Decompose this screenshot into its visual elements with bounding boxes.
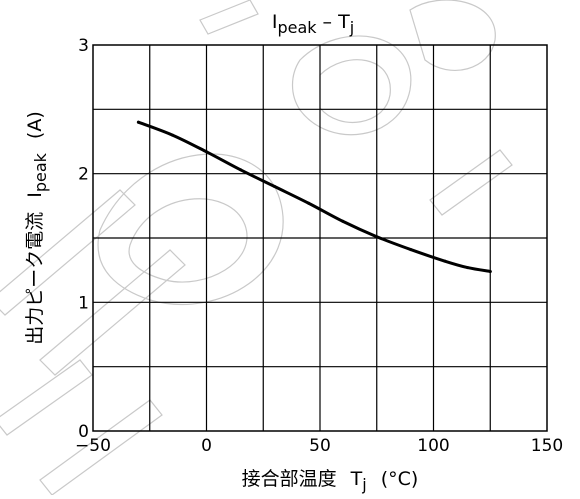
watermark-stroke (409, 0, 496, 71)
data-point (466, 266, 470, 270)
watermark-stroke (128, 198, 248, 283)
data-point (136, 120, 140, 124)
data-point (170, 133, 174, 137)
y-tick-label: 1 (78, 293, 89, 313)
x-tick-label: 100 (417, 436, 449, 456)
watermark-stroke (199, 0, 259, 35)
y-tick-label: 2 (78, 165, 89, 185)
x-tick-label: 0 (201, 436, 212, 456)
watermark-stroke (429, 149, 513, 216)
data-point (375, 235, 379, 239)
plot-frame (92, 44, 548, 432)
y-axis-label: 出力ピーク電流Ipeak(A) (24, 111, 50, 345)
x-tick-label: 50 (309, 436, 331, 456)
watermark-graphic (0, 0, 513, 496)
watermark-stroke (39, 249, 186, 376)
watermark-stroke (39, 399, 163, 496)
y-tick-label: 3 (78, 36, 89, 56)
chart-title: Ipeak – Tj (272, 11, 354, 37)
watermark-stroke (319, 59, 391, 123)
y-tick-label: 0 (78, 422, 89, 442)
x-tick-label: −50 (75, 436, 111, 456)
watermark-stroke (97, 153, 284, 305)
data-point (307, 201, 311, 205)
watermark-stroke (0, 189, 136, 316)
series-line (136, 120, 492, 273)
watermark-stroke (291, 35, 412, 136)
x-tick-labels: −50 0 50 100 150 (75, 436, 563, 456)
series-points (136, 120, 492, 273)
x-axis-label: 接合部温度 Tj (°C) (242, 468, 419, 494)
data-point (409, 248, 413, 252)
data-point (341, 219, 345, 223)
chart-grid (93, 45, 547, 431)
data-point (273, 185, 277, 189)
y-tick-labels: 0 1 2 3 (78, 36, 89, 442)
data-point (239, 168, 243, 172)
data-point (488, 269, 492, 273)
watermark-stroke (0, 359, 93, 436)
x-tick-label: 150 (531, 436, 563, 456)
data-point (443, 259, 447, 263)
data-point (205, 150, 208, 154)
